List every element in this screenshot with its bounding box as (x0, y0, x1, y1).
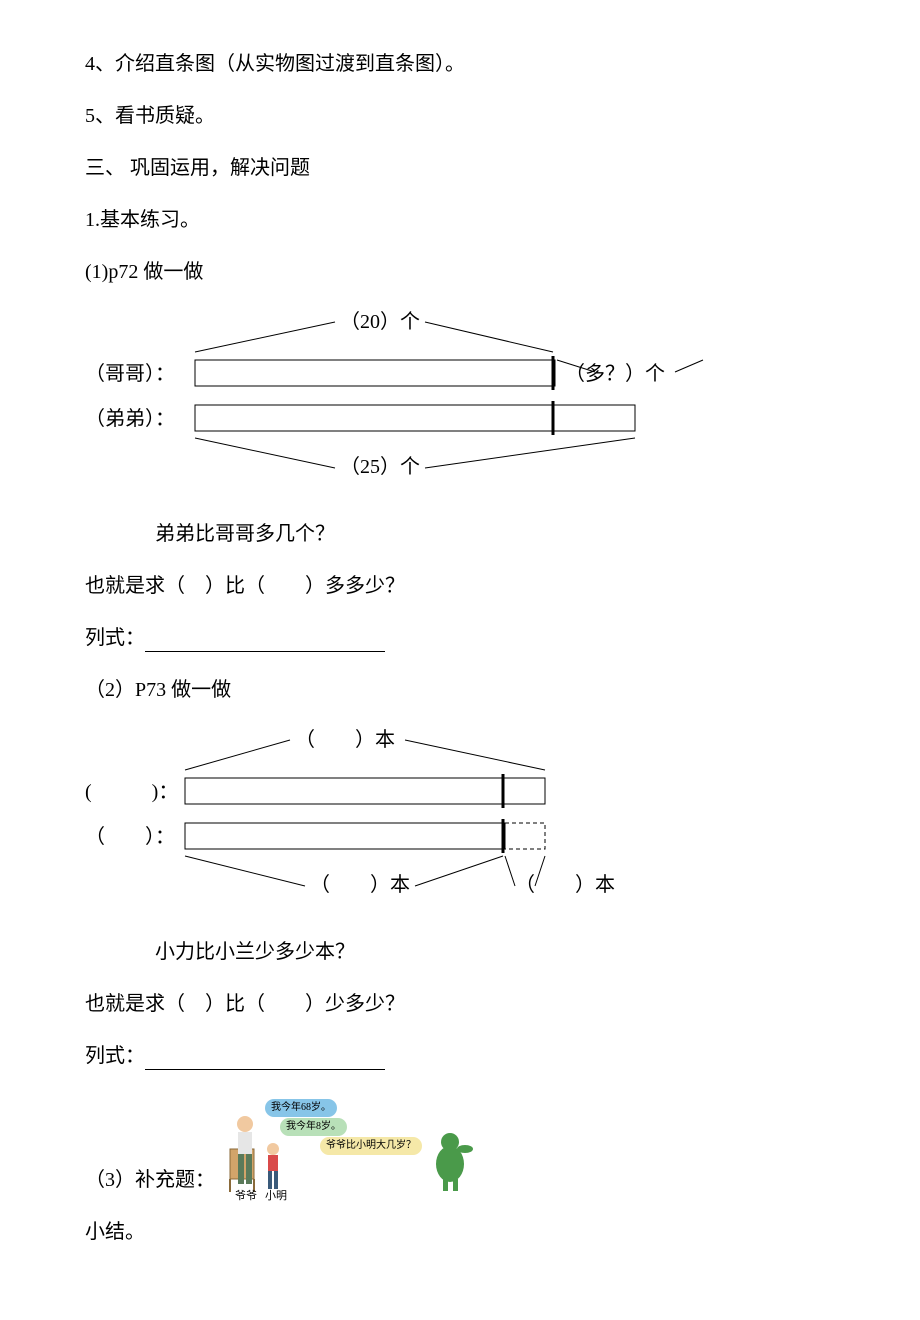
text-summary: 小结。 (85, 1218, 835, 1246)
q1-formula: 列式： (85, 624, 835, 652)
text-line-4: 4、介绍直条图（从实物图过渡到直条图）。 (85, 50, 835, 78)
q2-prompt: 也就是求（ ）比（ ）少多少？ (85, 990, 835, 1018)
section-heading-3: 三、 巩固运用，解决问题 (85, 154, 835, 182)
bar-diagram-2: （ ）本 ( )： （ ）： （ ）本 （ ）本 (85, 728, 835, 918)
text-item-2: （2）P73 做一做 (85, 676, 835, 704)
d2-bottom-label-1: （ ）本 (310, 873, 410, 896)
q1-formula-label: 列式： (85, 627, 145, 649)
text-line-5: 5、看书质疑。 (85, 102, 835, 130)
illus-name-2: 小明 (265, 1189, 287, 1204)
d2-left-label-1: ( )： (85, 781, 178, 803)
text-exercise-1: 1.基本练习。 (85, 206, 835, 234)
d1-right-label-1: （多？）个 (565, 362, 665, 385)
q2-formula: 列式： (85, 1042, 835, 1070)
illus-name-1: 爷爷 (235, 1189, 257, 1204)
q2-formula-label: 列式： (85, 1045, 145, 1067)
d1-bottom-label: （25）个 (340, 455, 420, 478)
illustration: 我今年68岁。 我今年8岁。 爷爷比小明大几岁？ 爷爷 小明 (225, 1094, 495, 1194)
text-item-1: (1)p72 做一做 (85, 258, 835, 286)
q1-prompt: 也就是求（ ）比（ ）多多少？ (85, 572, 835, 600)
q1-formula-blank (145, 629, 385, 652)
q1-question: 弟弟比哥哥多几个？ (85, 520, 835, 548)
d2-left-label-2: （ ）： (85, 825, 175, 848)
text-item-3: （3）补充题： (85, 1166, 215, 1194)
d2-bottom-label-2: （ ）本 (515, 873, 615, 896)
q2-question: 小力比小兰少多少本？ (85, 938, 835, 966)
d1-left-label-2: （弟弟）： (85, 407, 175, 430)
speech-bubble-3: 爷爷比小明大几岁？ (320, 1137, 422, 1155)
d1-top-label: （20）个 (340, 310, 420, 333)
bar-diagram-1: （20）个 （哥哥）： （多？）个 （弟弟）： （25）个 (85, 310, 835, 500)
speech-bubble-2: 我今年8岁。 (280, 1118, 347, 1136)
q2-formula-blank (145, 1047, 385, 1070)
d2-top-label: （ ）本 (295, 728, 395, 751)
d1-left-label-1: （哥哥）： (85, 362, 175, 385)
speech-bubble-1: 我今年68岁。 (265, 1099, 337, 1117)
